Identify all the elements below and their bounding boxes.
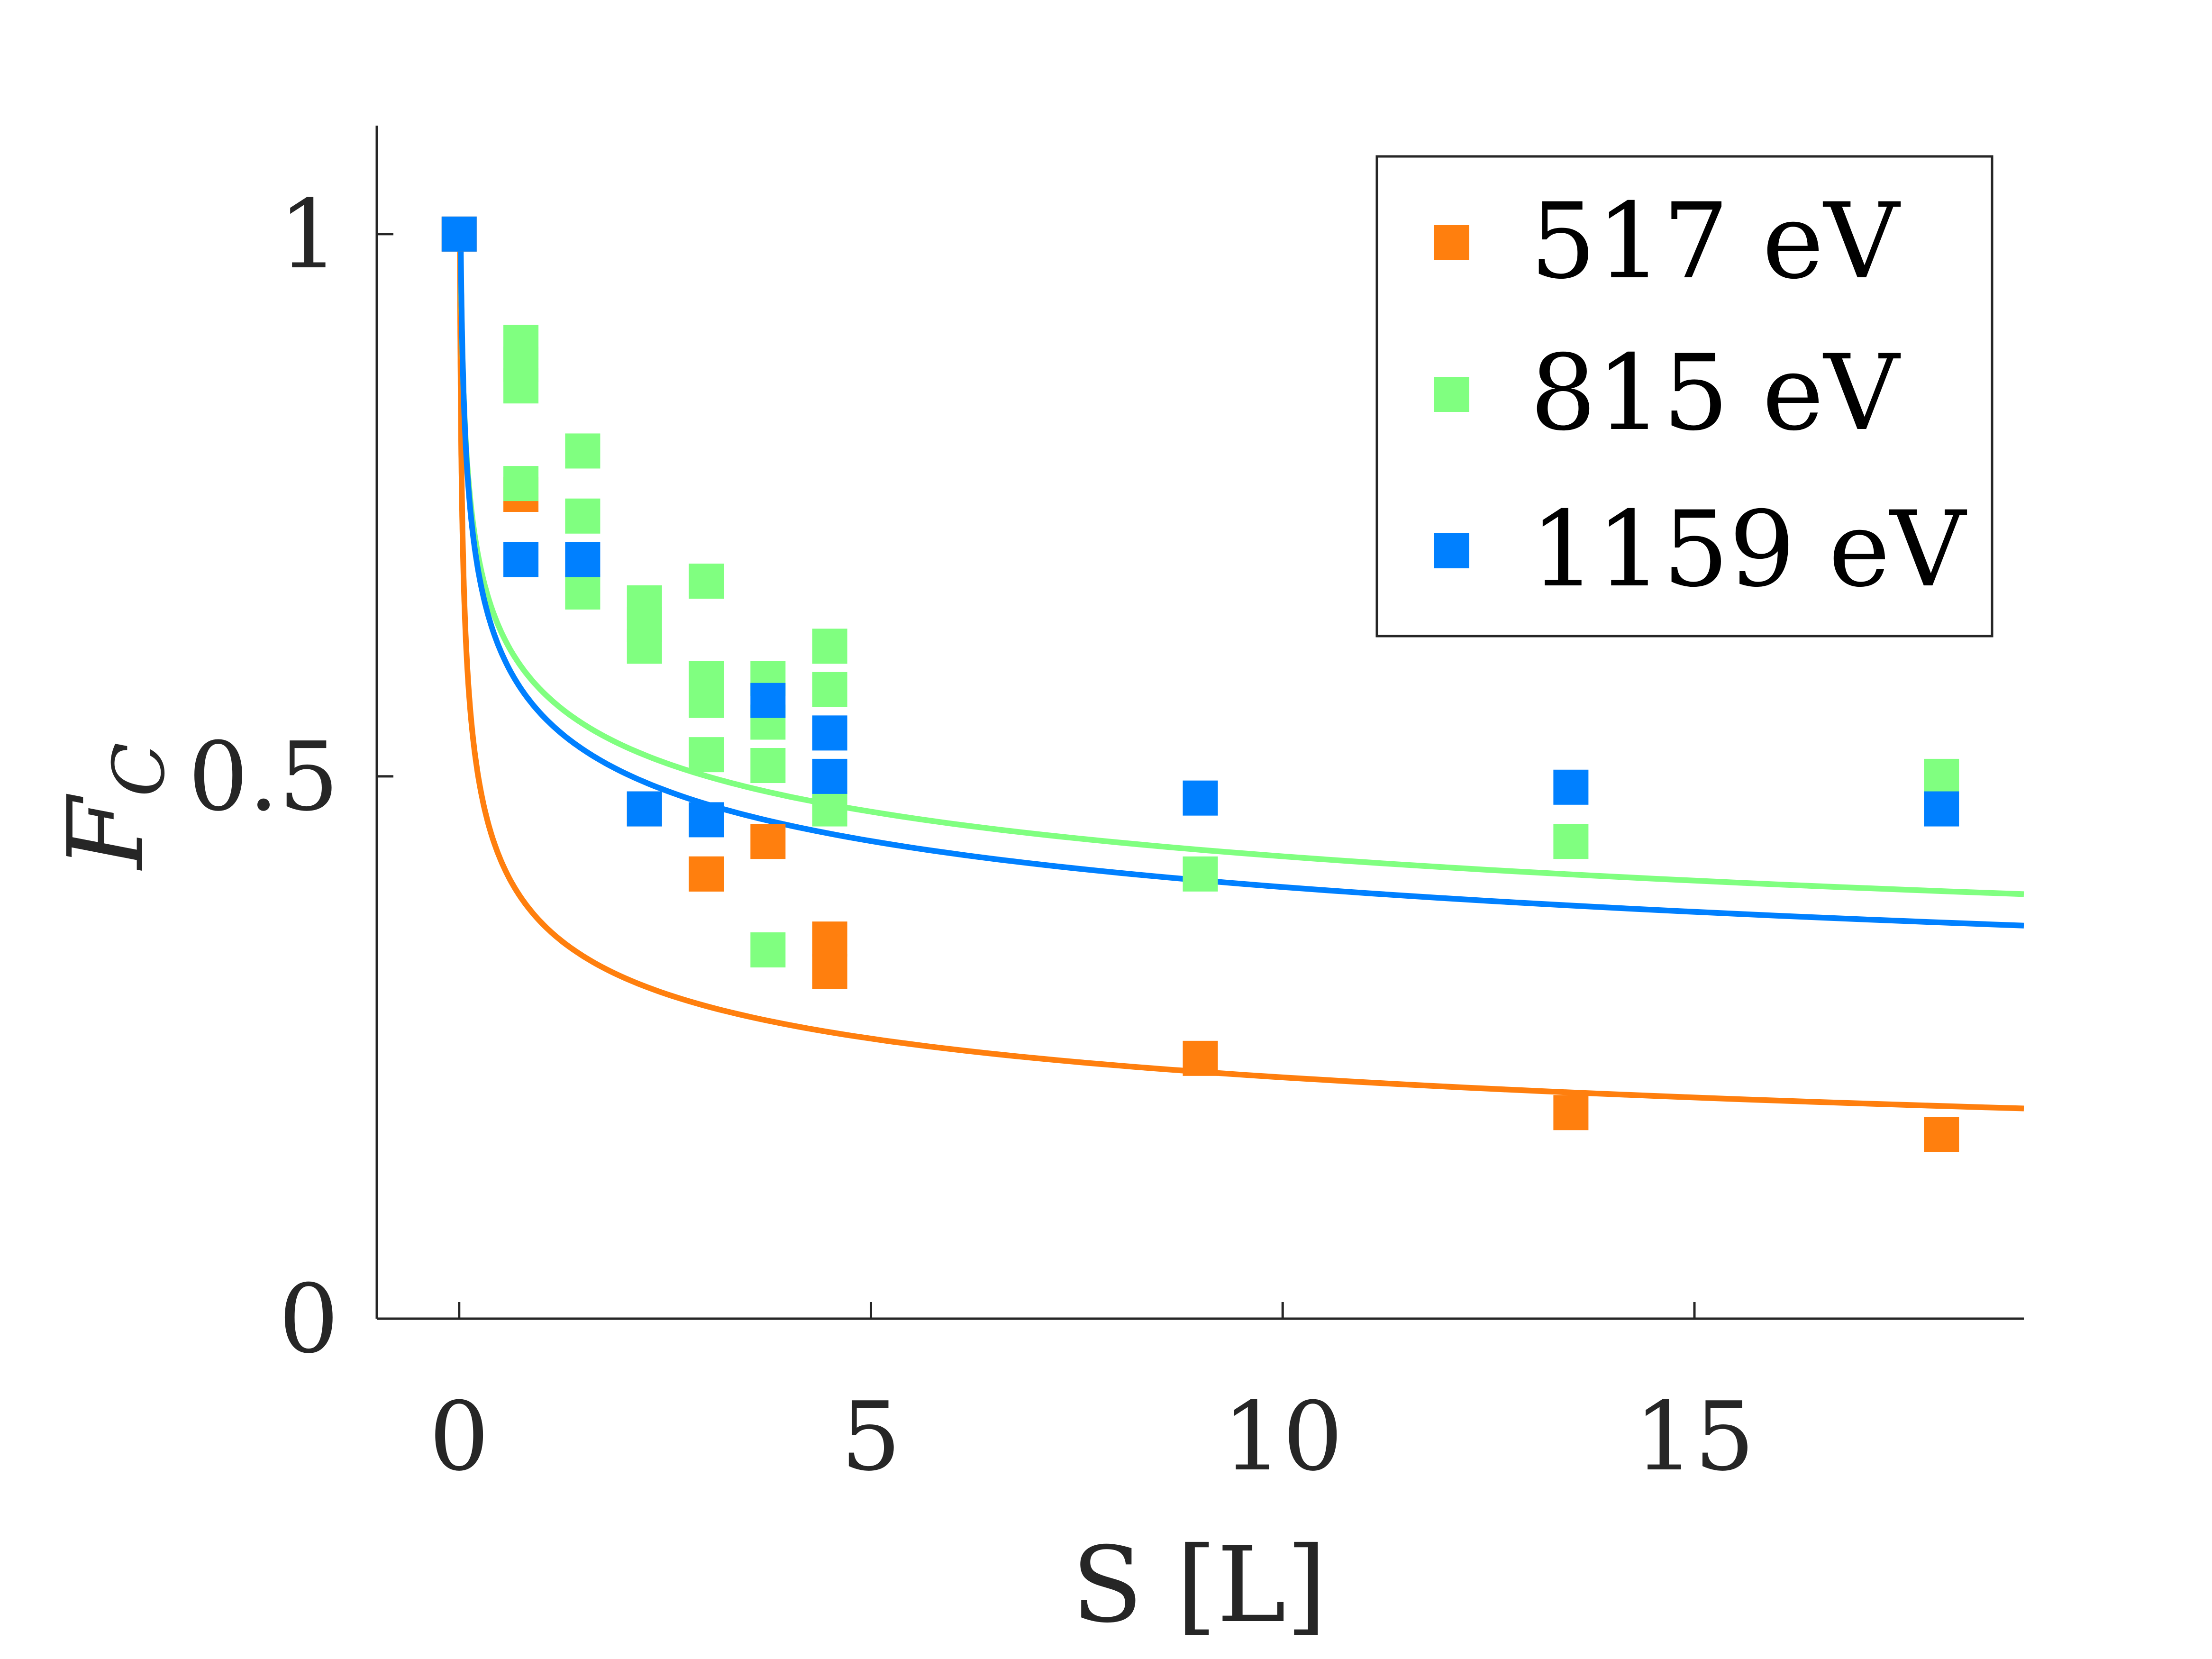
legend-label-1159-ev: 1159 eV <box>1530 489 1967 610</box>
data-point-1159-ev <box>1924 791 1959 827</box>
data-point-517-ev <box>750 824 786 859</box>
axes <box>375 126 2024 1320</box>
y-tick-label: 1 <box>279 180 339 290</box>
data-point-1159-ev <box>441 216 477 252</box>
svg-text:FC: FC <box>46 742 181 871</box>
data-point-1159-ev <box>627 791 662 827</box>
data-point-815-ev <box>750 932 786 968</box>
y-tick-label: 0 <box>279 1264 339 1375</box>
y-tick-label: 0.5 <box>188 722 339 832</box>
data-point-1159-ev <box>689 802 724 838</box>
data-point-1159-ev <box>503 542 539 577</box>
legend-marker-815-ev <box>1434 377 1469 412</box>
data-point-815-ev <box>565 574 601 610</box>
x-tick-label: 10 <box>1222 1382 1343 1492</box>
data-point-815-ev <box>565 498 601 534</box>
data-point-815-ev <box>812 672 847 707</box>
fit-lines <box>457 231 2024 1112</box>
fit-line-517-ev <box>457 231 2024 1112</box>
y-axis-title: FC <box>46 742 181 871</box>
data-point-1159-ev <box>565 542 601 577</box>
data-point-815-ev <box>750 748 786 784</box>
fit-line-1159-ev <box>457 231 2024 929</box>
x-tick-label: 0 <box>429 1382 489 1492</box>
data-point-815-ev <box>1553 824 1589 859</box>
data-point-815-ev <box>565 433 601 469</box>
data-point-517-ev <box>1183 1040 1218 1076</box>
x-axis-title: S [L] <box>1072 1524 1327 1646</box>
data-point-815-ev <box>812 791 847 827</box>
legend-label-815-ev: 815 eV <box>1530 332 1901 454</box>
data-point-1159-ev <box>750 683 786 718</box>
data-point-815-ev <box>627 629 662 664</box>
data-point-815-ev <box>1183 856 1218 892</box>
y-axis-title-subscript: C <box>98 742 181 797</box>
data-point-815-ev <box>689 683 724 718</box>
data-point-517-ev <box>1924 1117 1959 1152</box>
y-axis-title-main: F <box>46 793 167 871</box>
data-point-815-ev <box>503 368 539 404</box>
x-ticks: 0 5 10 15 <box>429 1302 1755 1492</box>
data-point-1159-ev <box>1553 769 1589 805</box>
legend-marker-1159-ev <box>1434 533 1469 568</box>
legend-marker-517-ev <box>1434 225 1469 260</box>
data-points <box>441 216 1959 1152</box>
legend: 517 eV 815 eV 1159 eV <box>1375 155 1994 638</box>
x-tick-label: 15 <box>1634 1382 1755 1492</box>
data-point-815-ev <box>689 564 724 599</box>
data-point-1159-ev <box>812 758 847 794</box>
data-point-517-ev <box>689 856 724 892</box>
legend-box <box>1375 155 1994 638</box>
data-point-815-ev <box>689 737 724 773</box>
data-point-815-ev <box>812 629 847 664</box>
data-point-517-ev <box>812 921 847 957</box>
data-point-1159-ev <box>812 715 847 751</box>
legend-label-517-ev: 517 eV <box>1530 181 1901 302</box>
data-point-815-ev <box>503 466 539 501</box>
data-point-517-ev <box>1553 1095 1589 1130</box>
data-point-815-ev <box>1924 758 1959 794</box>
data-point-1159-ev <box>1183 780 1218 816</box>
x-tick-label: 5 <box>841 1382 901 1492</box>
y-ticks: 00.51 <box>188 180 393 1375</box>
data-point-517-ev <box>812 954 847 989</box>
